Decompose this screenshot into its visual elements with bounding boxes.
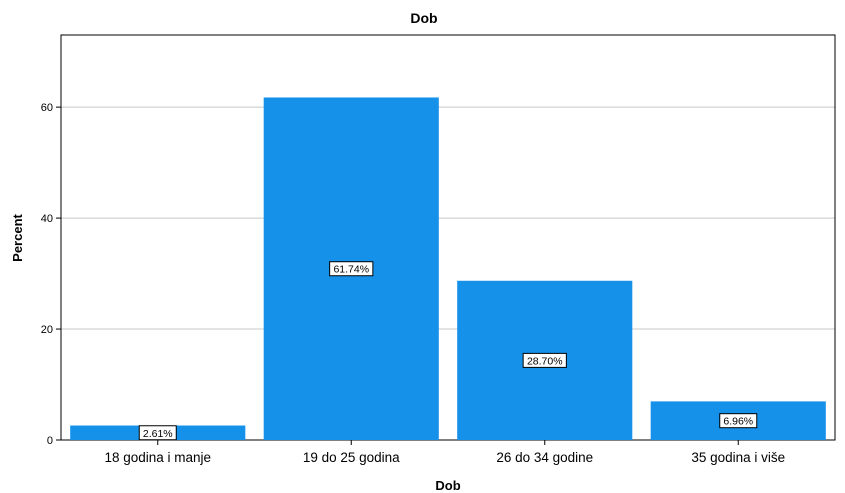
data-label: 28.70%: [527, 355, 563, 367]
gridlines: [61, 106, 835, 330]
data-label-box: [719, 413, 758, 429]
y-tick-label: 20: [41, 324, 53, 336]
y-axis-ticks: 0 20 40 60: [41, 102, 61, 447]
y-tick-label: 60: [41, 102, 53, 114]
x-tick-label: 35 godina i više: [691, 450, 785, 465]
x-tick-label: 18 godina i manje: [104, 450, 211, 465]
data-label: 61.74%: [333, 264, 369, 276]
y-tick-label: 0: [47, 435, 53, 447]
x-axis-ticks: 18 godina i manje 19 do 25 godina 26 do 34…: [104, 440, 785, 465]
x-tick-label: 26 do 34 godine: [496, 450, 593, 465]
data-labels: 2.61% 61.74% 28.70% 6.96%: [138, 261, 758, 441]
data-label-box: [329, 261, 374, 277]
data-label-box: [522, 352, 567, 368]
x-axis-label: Dob: [435, 478, 460, 493]
bars: [70, 97, 826, 441]
data-label: 6.96%: [723, 416, 753, 428]
x-tick-label: 19 do 25 godina: [303, 450, 400, 465]
data-label-box: [138, 425, 177, 441]
y-axis-label: Percent: [10, 213, 25, 261]
plot-area: [60, 34, 836, 441]
data-label: 2.61%: [143, 428, 173, 440]
y-tick-label: 40: [41, 213, 53, 225]
chart-title: Dob: [410, 10, 437, 26]
